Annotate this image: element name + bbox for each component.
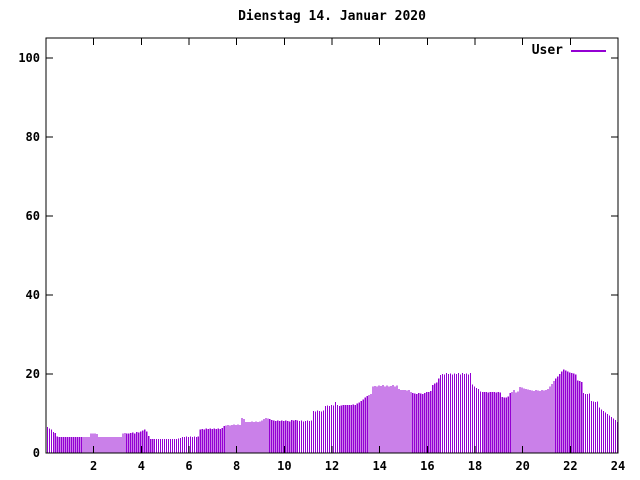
y-tick-label: 80 bbox=[26, 130, 40, 144]
y-tick-label: 100 bbox=[18, 51, 40, 65]
impulse-bars bbox=[46, 369, 619, 453]
legend-line-sample bbox=[571, 49, 606, 52]
y-tick-label: 0 bbox=[33, 446, 40, 460]
legend: User bbox=[532, 44, 606, 57]
x-tick-label: 20 bbox=[515, 459, 529, 473]
y-tick-label: 40 bbox=[26, 288, 40, 302]
x-tick-label: 16 bbox=[420, 459, 434, 473]
y-tick-label: 20 bbox=[26, 367, 40, 381]
x-tick-label: 10 bbox=[277, 459, 291, 473]
x-tick-label: 4 bbox=[138, 459, 145, 473]
legend-label: User bbox=[531, 43, 563, 58]
x-tick-label: 12 bbox=[325, 459, 339, 473]
x-tick-label: 18 bbox=[468, 459, 482, 473]
x-tick-label: 8 bbox=[233, 459, 240, 473]
y-tick-label: 60 bbox=[26, 209, 40, 223]
x-tick-label: 6 bbox=[185, 459, 192, 473]
x-tick-label: 22 bbox=[563, 459, 577, 473]
x-tick-label: 2 bbox=[90, 459, 97, 473]
chart-title: Dienstag 14. Januar 2020 bbox=[238, 9, 426, 24]
x-tick-label: 14 bbox=[372, 459, 386, 473]
x-tick-label: 24 bbox=[611, 459, 625, 473]
